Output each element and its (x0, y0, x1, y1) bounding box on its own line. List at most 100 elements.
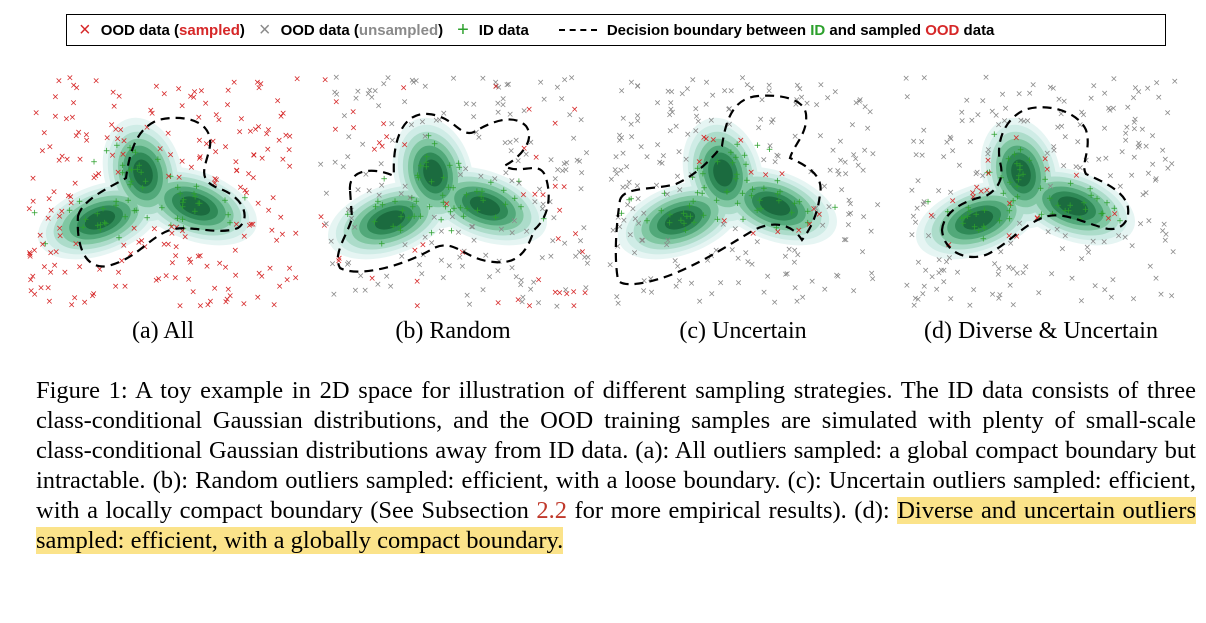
ood-point-unsampled: × (1101, 89, 1109, 99)
id-point: + (686, 202, 694, 212)
ood-point-sampled: × (167, 150, 175, 160)
id-point: + (119, 161, 127, 171)
ood-point-unsampled: × (963, 96, 971, 106)
ood-point-unsampled: × (842, 170, 850, 180)
ood-point-unsampled: × (499, 94, 507, 104)
ood-point-sampled: × (120, 241, 128, 251)
ood-point-unsampled: × (1124, 103, 1132, 113)
id-point: + (723, 187, 731, 197)
ood-point-unsampled: × (956, 161, 964, 171)
id-point: + (733, 170, 741, 180)
id-point: + (972, 210, 980, 220)
id-point: + (99, 204, 107, 214)
ood-point-sampled: × (531, 190, 539, 200)
ood-point-unsampled: × (572, 252, 580, 262)
ood-point-sampled: × (114, 134, 122, 144)
ood-point-unsampled: × (773, 151, 781, 161)
ood-point-unsampled: × (536, 185, 544, 195)
ood-point-unsampled: × (791, 132, 799, 142)
id-point: + (511, 194, 519, 204)
ood-point-sampled: × (1005, 232, 1013, 242)
ood-point-sampled: × (264, 145, 272, 155)
id-point: + (241, 193, 249, 203)
ood-point-unsampled: × (910, 301, 918, 311)
ood-point-unsampled: × (856, 97, 864, 107)
ood-point-sampled: × (970, 193, 978, 203)
ood-point-sampled: × (44, 283, 52, 293)
ood-point-sampled: × (349, 108, 357, 118)
ood-point-unsampled: × (817, 80, 825, 90)
ood-point-unsampled: × (1130, 93, 1138, 103)
ood-point-unsampled: × (537, 78, 545, 88)
legend-text: ) (239, 21, 245, 39)
ood-point-unsampled: × (408, 120, 416, 130)
ood-point-unsampled: × (547, 156, 555, 166)
ood-point-sampled: × (520, 190, 528, 200)
ood-point-sampled: × (211, 284, 219, 294)
ood-point-unsampled: × (501, 139, 509, 149)
id-point: + (455, 159, 463, 169)
ood-point-unsampled: × (513, 272, 521, 282)
ood-point-unsampled: × (1074, 138, 1082, 148)
ood-point-unsampled: × (1044, 228, 1052, 238)
ood-point-unsampled: × (748, 84, 756, 94)
ood-point-sampled: × (29, 272, 37, 282)
id-point: + (680, 219, 688, 229)
ood-point-sampled: × (66, 73, 74, 83)
ood-point-sampled: × (90, 174, 98, 184)
ood-point-unsampled: × (958, 108, 966, 118)
ood-point-sampled: × (67, 192, 75, 202)
ood-point-unsampled: × (676, 276, 684, 286)
ood-point-unsampled: × (992, 111, 1000, 121)
id-point: + (1061, 207, 1069, 217)
ood-point-unsampled: × (317, 160, 325, 170)
ood-point-sampled: × (696, 157, 704, 167)
ood-point-unsampled: × (791, 283, 799, 293)
ood-point-unsampled: × (1122, 136, 1130, 146)
ood-point-unsampled: × (634, 112, 642, 122)
id-point: + (1054, 201, 1062, 211)
ood-point-unsampled: × (1062, 133, 1070, 143)
id-point: + (374, 197, 382, 207)
id-point: + (379, 201, 387, 211)
ood-point-sampled: × (721, 216, 729, 226)
ood-point-unsampled: × (378, 181, 386, 191)
ood-point-sampled: × (76, 263, 84, 273)
legend-text: ID data (478, 21, 529, 39)
density-contour (133, 159, 153, 187)
ood-point-unsampled: × (834, 272, 842, 282)
ood-point-sampled: × (984, 156, 992, 166)
ood-point-sampled: × (700, 133, 708, 143)
ood-point-unsampled: × (647, 274, 655, 284)
ood-point-unsampled: × (861, 146, 869, 156)
ood-point-unsampled: × (940, 278, 948, 288)
ood-point-unsampled: × (672, 122, 680, 132)
ood-point-unsampled: × (1136, 142, 1144, 152)
density-contour (962, 210, 994, 230)
id-point: + (980, 234, 988, 244)
ood-point-unsampled: × (940, 266, 948, 276)
ood-point-unsampled: × (1078, 296, 1086, 306)
density-contour (374, 210, 406, 230)
id-point: + (680, 209, 688, 219)
ood-point-unsampled: × (508, 228, 516, 238)
decision-boundary (940, 106, 1130, 259)
ood-point-sampled: × (165, 172, 173, 182)
subsection-link[interactable]: 2.2 (536, 497, 567, 524)
ood-point-sampled: × (216, 259, 224, 269)
ood-point-sampled: × (56, 212, 64, 222)
ood-point-sampled: × (806, 220, 814, 230)
ood-point-unsampled: × (760, 156, 768, 166)
legend-text: OOD data ( (280, 21, 359, 39)
ood-point-sampled: × (117, 126, 125, 136)
id-point: + (440, 174, 448, 184)
ood-point-unsampled: × (627, 231, 635, 241)
id-point: + (126, 143, 134, 153)
ood-point-unsampled: × (632, 214, 640, 224)
ood-point-sampled: × (232, 246, 240, 256)
ood-point-unsampled: × (345, 259, 353, 269)
ood-point-unsampled: × (580, 223, 588, 233)
id-point: + (1007, 201, 1015, 211)
ood-point-unsampled: × (674, 262, 682, 272)
id-point: + (698, 189, 706, 199)
